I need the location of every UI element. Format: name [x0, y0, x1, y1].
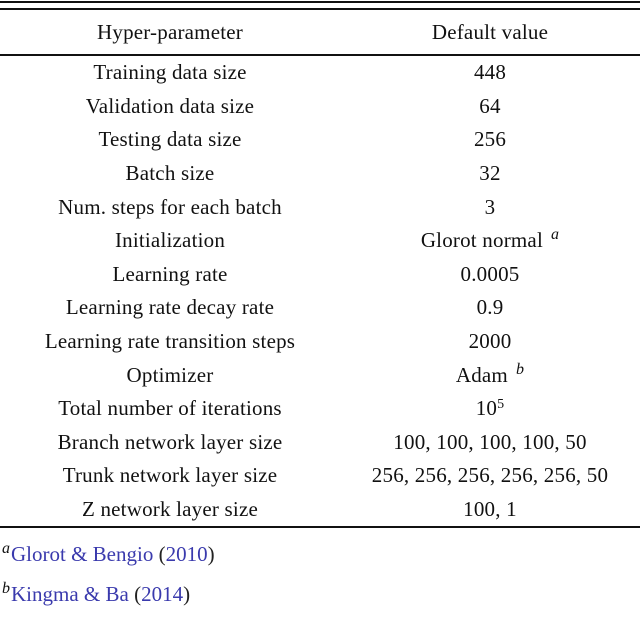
table-row: Training data size 448	[0, 56, 640, 90]
footnote-b: bKingma & Ba (2014)	[2, 580, 640, 618]
table-row: Trunk network layer size 256, 256, 256, …	[0, 459, 640, 493]
value-cell: 100, 100, 100, 100, 50	[340, 430, 640, 455]
footnote-marker-b: b	[2, 580, 10, 598]
citation-paren-close: )	[183, 582, 191, 607]
param-cell: Total number of iterations	[58, 396, 282, 421]
param-cell: Learning rate transition steps	[44, 329, 296, 354]
citation-paren-open: (	[134, 582, 142, 607]
value-text: 0.0005	[460, 261, 520, 286]
param-cell: Training data size	[93, 60, 247, 85]
citation-year-link[interactable]: 2014	[141, 582, 184, 607]
param-cell: Optimizer	[126, 362, 214, 387]
value-text: 0.9	[476, 295, 504, 320]
citation-year-link[interactable]: 2010	[165, 542, 208, 567]
param-cell: Branch network layer size	[57, 429, 283, 454]
citation-paren-close: )	[207, 542, 215, 567]
table-row: Z network layer size 100, 1	[0, 493, 640, 527]
citation-link-kingma-ba[interactable]: Kingma & Ba	[11, 582, 129, 607]
header-hyper-parameter: Hyper-parameter	[97, 19, 243, 44]
table-row: Validation data size 64	[0, 90, 640, 124]
value-cell: 448	[340, 60, 640, 85]
value-cell: 0.0005	[340, 262, 640, 287]
table-row: Num. steps for each batch 3	[0, 190, 640, 224]
value-text: Glorot normal	[420, 228, 543, 253]
value-text: 100, 100, 100, 100, 50	[393, 429, 587, 454]
footnote-ref-b[interactable]: b	[515, 360, 525, 378]
value-text: 256	[473, 127, 507, 152]
value-cell: 32	[340, 161, 640, 186]
value-cell: 256, 256, 256, 256, 256, 50	[340, 463, 640, 488]
value-cell: 2000	[340, 329, 640, 354]
footnote-marker-a: a	[2, 540, 10, 558]
value-text: Adam	[455, 362, 508, 387]
table-row: Testing data size 256	[0, 123, 640, 157]
param-cell: Initialization	[114, 228, 226, 253]
value-cell: Glorot normal a	[340, 226, 640, 253]
value-text: 448	[473, 60, 507, 85]
param-cell: Z network layer size	[81, 497, 258, 522]
value-text: 64	[479, 93, 501, 118]
param-cell: Trunk network layer size	[62, 463, 278, 488]
value-text: 3	[484, 194, 496, 219]
table-row: Branch network layer size 100, 100, 100,…	[0, 426, 640, 460]
value-cell: 256	[340, 127, 640, 152]
value-cell: Adam b	[340, 360, 640, 388]
param-cell: Learning rate	[112, 261, 228, 286]
table-row: Learning rate decay rate 0.9	[0, 291, 640, 325]
table-body: Training data size 448 Validation data s…	[0, 56, 640, 526]
table-header-rule	[0, 54, 640, 56]
value-cell: 105	[340, 396, 640, 421]
value-text: 2000	[468, 329, 512, 354]
citation-link-glorot-bengio[interactable]: Glorot & Bengio	[11, 542, 154, 567]
table-top-rule	[0, 1, 640, 10]
value-text: 100, 1	[463, 497, 517, 522]
param-cell: Batch size	[125, 161, 215, 186]
exponent: 5	[497, 397, 505, 413]
citation-paren-open: (	[158, 542, 166, 567]
table-row: Learning rate 0.0005	[0, 258, 640, 292]
table-row: Initialization Glorot normal a	[0, 224, 640, 258]
value-cell: 64	[340, 94, 640, 119]
footnote-ref-a[interactable]: a	[550, 226, 560, 244]
table-row: Optimizer Adam b	[0, 358, 640, 392]
value-cell: 100, 1	[340, 497, 640, 522]
value-text: 10	[475, 396, 498, 421]
param-cell: Learning rate decay rate	[65, 295, 275, 320]
table-row: Learning rate transition steps 2000	[0, 325, 640, 359]
value-text: 256, 256, 256, 256, 256, 50	[371, 463, 609, 488]
value-cell: 3	[340, 195, 640, 220]
param-cell: Testing data size	[98, 127, 242, 152]
param-cell: Num. steps for each batch	[58, 194, 282, 219]
table-row: Batch size 32	[0, 157, 640, 191]
footnote-a: aGlorot & Bengio (2010)	[2, 540, 640, 582]
table-header-row: Hyper-parameter Default value	[0, 10, 640, 54]
header-default-value: Default value	[431, 19, 549, 44]
table-row: Total number of iterations 105	[0, 392, 640, 426]
value-text: 32	[479, 161, 501, 186]
table-footnotes: aGlorot & Bengio (2010) bKingma & Ba (20…	[0, 528, 640, 618]
value-cell: 0.9	[340, 295, 640, 320]
param-cell: Validation data size	[85, 93, 255, 118]
table-bottom-rule	[0, 526, 640, 529]
